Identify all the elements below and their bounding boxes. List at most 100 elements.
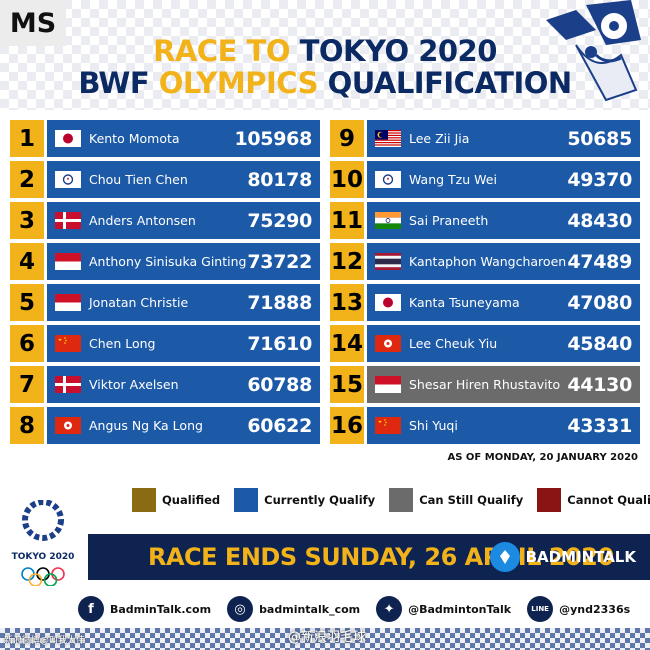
ranking-row: 13 Kanta Tsuneyama 47080 [330, 284, 640, 321]
player-name: Viktor Axelsen [89, 377, 179, 392]
player-bar: Kantaphon Wangcharoen 47489 [367, 243, 640, 280]
hong-kong-flag-icon [55, 417, 81, 434]
event-tag: MS [0, 0, 66, 46]
tokyo-2020-logo-icon [21, 500, 65, 586]
player-bar: Wang Tzu Wei 49370 [367, 161, 640, 198]
legend-label: Cannot Qualify [567, 493, 650, 507]
player-points: 45840 [567, 332, 632, 355]
malaysia-flag-icon [375, 130, 401, 147]
rank-number: 1 [10, 120, 44, 157]
player-points: 71888 [247, 291, 312, 314]
watermark-left: 新浪微博@叫我大伟 [4, 636, 86, 646]
rank-number: 6 [10, 325, 44, 362]
player-bar: Shesar Hiren Rhustavito 44130 [367, 366, 640, 403]
player-name: Shesar Hiren Rhustavito [409, 377, 561, 392]
rank-number: 7 [10, 366, 44, 403]
social-label: badmintalk_com [259, 602, 361, 616]
thailand-flag-icon [375, 253, 401, 270]
player-name: Chen Long [89, 336, 156, 351]
chinese-taipei-flag-icon [55, 171, 81, 188]
ranking-row: 15 Shesar Hiren Rhustavito 44130 [330, 366, 640, 403]
player-bar: Lee Zii Jia 50685 [367, 120, 640, 157]
player-bar: Kento Momota 105968 [47, 120, 320, 157]
ranking-row: 1 Kento Momota 105968 [10, 120, 320, 157]
player-bar: Chou Tien Chen 80178 [47, 161, 320, 198]
watermark-center: @新浪羽毛球 [288, 630, 367, 645]
brand-name: BADMINTALK [525, 548, 636, 566]
ranking-row: 8 Angus Ng Ka Long 60622 [10, 407, 320, 444]
player-points: 73722 [247, 250, 312, 273]
player-bar: Chen Long 71610 [47, 325, 320, 362]
rank-number: 16 [330, 407, 364, 444]
rank-number: 5 [10, 284, 44, 321]
social-link[interactable]: ◎ badmintalk_com [227, 596, 360, 622]
player-name: Anthony Sinisuka Ginting [89, 254, 247, 269]
player-name: Wang Tzu Wei [409, 172, 497, 187]
player-name: Lee Cheuk Yiu [409, 336, 498, 351]
ranking-row: 9 Lee Zii Jia 50685 [330, 120, 640, 157]
legend-label: Can Still Qualify [419, 493, 524, 507]
rank-number: 15 [330, 366, 364, 403]
legend-item: Can Still Qualify [389, 488, 523, 512]
social-link[interactable]: LINE @ynd2336s [527, 596, 630, 622]
legend-swatch [234, 488, 259, 512]
legend-label: Currently Qualify [264, 493, 376, 507]
legend-item: Currently Qualify [234, 488, 375, 512]
chinese-taipei-flag-icon [375, 171, 401, 188]
ranking-row: 2 Chou Tien Chen 80178 [10, 161, 320, 198]
hong-kong-flag-icon [375, 335, 401, 352]
ranking-row: 10 Wang Tzu Wei 49370 [330, 161, 640, 198]
social-links: f BadminTalk.com ◎ badmintalk_com ✦ @Badminto… [0, 592, 650, 626]
japan-flag-icon [55, 130, 81, 147]
mascot-icon [546, 0, 641, 102]
ranking-row: 14 Lee Cheuk Yiu 45840 [330, 325, 640, 362]
rank-number: 9 [330, 120, 364, 157]
ranking-row: 6 Chen Long 71610 [10, 325, 320, 362]
rankings-left-column: 1 Kento Momota 105968 2 Chou Tien Chen 80178 3… [10, 120, 320, 448]
badmintalk-brand: BADMINTALK [489, 542, 636, 572]
as-of-date: AS OF MONDAY, 20 JANUARY 2020 [447, 452, 639, 463]
social-link[interactable]: f BadminTalk.com [78, 596, 211, 622]
rank-number: 14 [330, 325, 364, 362]
denmark-flag-icon [55, 376, 81, 393]
indonesia-flag-icon [55, 294, 81, 311]
instagram-icon: ◎ [227, 596, 254, 622]
race-end-text: RACE ENDS SUNDAY, 26 APRIL 2020 [148, 543, 614, 571]
rank-number: 12 [330, 243, 364, 280]
race-end-banner: RACE ENDS SUNDAY, 26 APRIL 2020 BADMINTA… [88, 534, 650, 580]
legend-item: Qualified [132, 488, 220, 512]
social-label: @BadmintonTalk [408, 602, 512, 616]
player-points: 60622 [247, 414, 312, 437]
player-points: 43331 [567, 414, 632, 437]
player-name: Lee Zii Jia [409, 131, 470, 146]
line-icon: LINE [527, 596, 554, 622]
player-bar: Shi Yuqi 43331 [367, 407, 640, 444]
player-bar: Jonatan Christie 71888 [47, 284, 320, 321]
player-points: 71610 [247, 332, 312, 355]
legend-item: Cannot Qualify [537, 488, 650, 512]
player-bar: Viktor Axelsen 60788 [47, 366, 320, 403]
social-label: BadminTalk.com [110, 602, 212, 616]
player-bar: Anthony Sinisuka Ginting 73722 [47, 243, 320, 280]
legend-label: Qualified [162, 493, 221, 507]
player-name: Jonatan Christie [89, 295, 189, 310]
china-flag-icon [55, 335, 81, 352]
legend-swatch [132, 488, 156, 512]
badmintalk-logo-icon [489, 542, 520, 572]
player-name: Kantaphon Wangcharoen [409, 254, 567, 269]
player-name: Kento Momota [89, 131, 180, 146]
indonesia-flag-icon [55, 253, 81, 270]
indonesia-flag-icon [375, 376, 401, 393]
ranking-row: 16 Shi Yuqi 43331 [330, 407, 640, 444]
header-pattern [0, 0, 650, 110]
player-points: 49370 [567, 168, 632, 191]
ranking-row: 3 Anders Antonsen 75290 [10, 202, 320, 239]
player-points: 47489 [567, 250, 632, 273]
rank-number: 3 [10, 202, 44, 239]
player-points: 47080 [567, 291, 632, 314]
rank-number: 11 [330, 202, 364, 239]
social-link[interactable]: ✦ @BadmintonTalk [376, 596, 511, 622]
rank-number: 4 [10, 243, 44, 280]
player-bar: Anders Antonsen 75290 [47, 202, 320, 239]
rank-number: 8 [10, 407, 44, 444]
